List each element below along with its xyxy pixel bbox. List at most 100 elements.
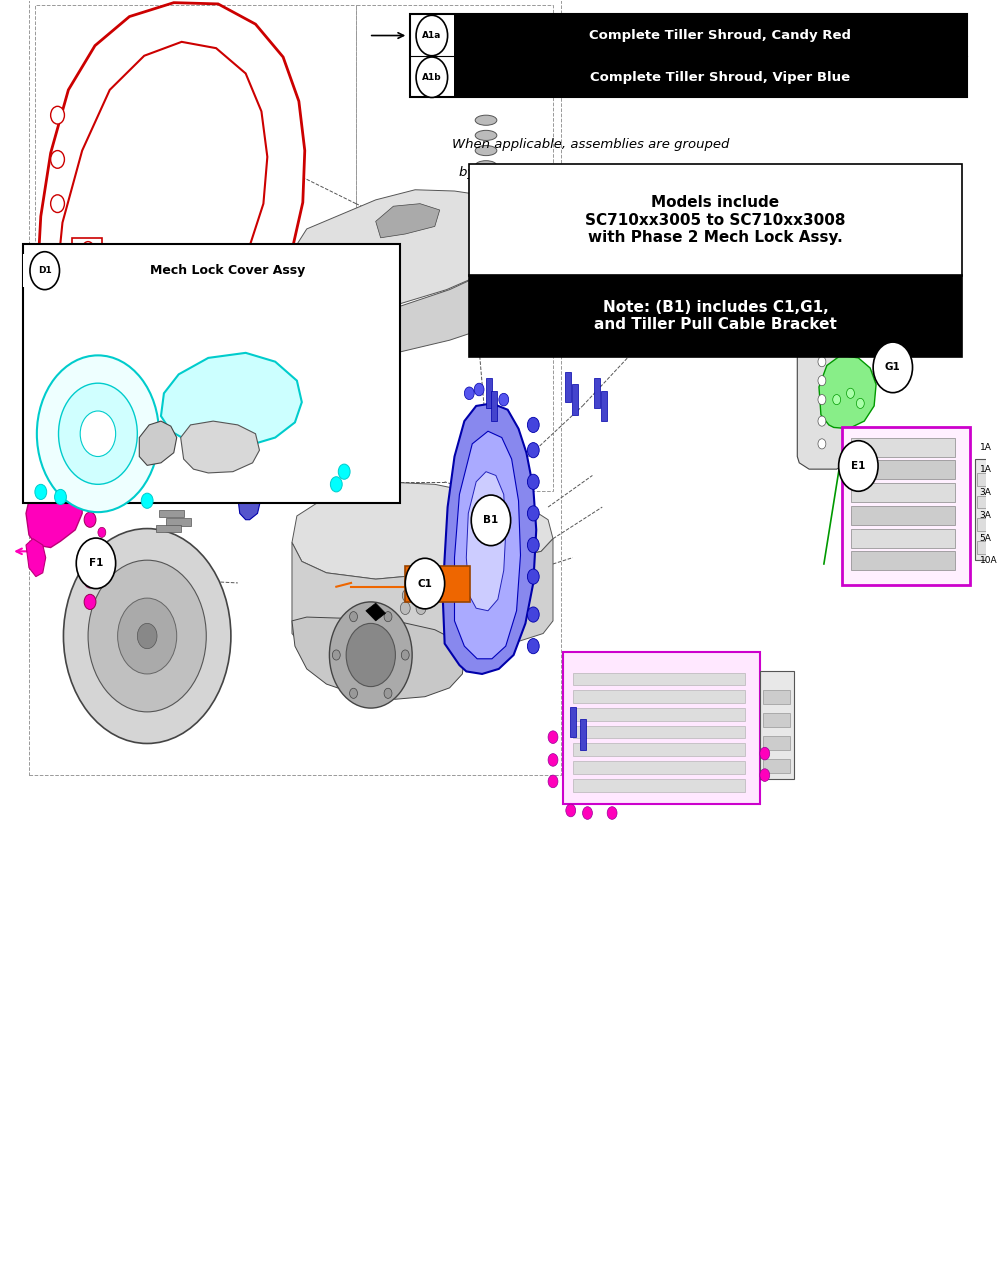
- Circle shape: [583, 807, 592, 820]
- FancyBboxPatch shape: [975, 459, 999, 560]
- Circle shape: [499, 393, 509, 405]
- FancyBboxPatch shape: [573, 691, 745, 703]
- Text: B1: B1: [483, 516, 499, 526]
- Circle shape: [59, 383, 137, 484]
- FancyBboxPatch shape: [159, 509, 184, 517]
- Polygon shape: [161, 352, 302, 446]
- Circle shape: [818, 341, 826, 350]
- FancyBboxPatch shape: [977, 495, 996, 508]
- Circle shape: [818, 356, 826, 366]
- Circle shape: [338, 464, 350, 479]
- Circle shape: [548, 731, 558, 744]
- Polygon shape: [26, 538, 46, 576]
- Text: Complete Tiller Shroud, Candy Red: Complete Tiller Shroud, Candy Red: [589, 29, 851, 42]
- Text: 1A: 1A: [980, 442, 991, 451]
- Polygon shape: [285, 190, 551, 331]
- Text: F1: F1: [89, 559, 103, 569]
- Circle shape: [51, 195, 64, 213]
- Ellipse shape: [475, 161, 497, 171]
- Circle shape: [527, 607, 539, 622]
- Polygon shape: [181, 421, 259, 473]
- FancyBboxPatch shape: [405, 566, 470, 602]
- FancyBboxPatch shape: [156, 525, 181, 532]
- Circle shape: [37, 355, 159, 512]
- Text: Note: (B1) includes C1,G1,
and Tiller Pull Cable Bracket: Note: (B1) includes C1,G1, and Tiller Pu…: [594, 300, 837, 332]
- FancyBboxPatch shape: [842, 427, 970, 585]
- Polygon shape: [292, 538, 553, 665]
- FancyBboxPatch shape: [851, 528, 955, 547]
- Circle shape: [760, 769, 770, 782]
- FancyBboxPatch shape: [573, 673, 745, 685]
- Text: When applicable, assemblies are grouped: When applicable, assemblies are grouped: [452, 138, 729, 151]
- FancyBboxPatch shape: [851, 437, 955, 456]
- FancyBboxPatch shape: [491, 390, 497, 421]
- FancyBboxPatch shape: [573, 708, 745, 721]
- Circle shape: [330, 476, 342, 492]
- Text: by color. All components with that color: by color. All components with that color: [459, 166, 722, 179]
- Circle shape: [402, 589, 412, 602]
- Text: Complete Tiller Shroud, Viper Blue: Complete Tiller Shroud, Viper Blue: [590, 71, 851, 84]
- Circle shape: [84, 547, 96, 563]
- FancyBboxPatch shape: [851, 460, 955, 479]
- FancyBboxPatch shape: [573, 779, 745, 792]
- Circle shape: [464, 386, 474, 399]
- Text: Mech Lock Cover Assy: Mech Lock Cover Assy: [150, 264, 306, 277]
- FancyBboxPatch shape: [410, 14, 967, 98]
- FancyBboxPatch shape: [572, 384, 578, 414]
- Circle shape: [118, 598, 177, 674]
- FancyBboxPatch shape: [573, 726, 745, 739]
- Circle shape: [405, 559, 445, 609]
- FancyBboxPatch shape: [23, 245, 400, 503]
- Circle shape: [607, 807, 617, 820]
- Circle shape: [527, 506, 539, 521]
- Text: Models include
SC710xx3005 to SC710xx3008
with Phase 2 Mech Lock Assy.: Models include SC710xx3005 to SC710xx300…: [585, 195, 846, 245]
- Circle shape: [527, 537, 539, 552]
- Circle shape: [384, 688, 392, 698]
- Circle shape: [30, 252, 60, 290]
- FancyBboxPatch shape: [486, 378, 492, 408]
- Polygon shape: [315, 321, 331, 497]
- Circle shape: [80, 411, 116, 456]
- Circle shape: [350, 612, 357, 622]
- Circle shape: [818, 375, 826, 385]
- Circle shape: [137, 623, 157, 649]
- FancyBboxPatch shape: [454, 14, 967, 56]
- FancyBboxPatch shape: [851, 551, 955, 570]
- Circle shape: [527, 569, 539, 584]
- Text: 3A: 3A: [980, 488, 991, 497]
- Circle shape: [332, 650, 340, 660]
- Circle shape: [63, 528, 231, 744]
- FancyBboxPatch shape: [573, 744, 745, 756]
- Polygon shape: [139, 421, 177, 465]
- Circle shape: [51, 151, 64, 169]
- Ellipse shape: [475, 176, 497, 186]
- FancyBboxPatch shape: [413, 574, 423, 594]
- FancyBboxPatch shape: [763, 759, 790, 773]
- Polygon shape: [443, 403, 536, 674]
- Circle shape: [527, 639, 539, 654]
- Circle shape: [35, 484, 47, 499]
- Circle shape: [818, 438, 826, 449]
- Text: are included in the assembly.: are included in the assembly.: [493, 194, 688, 207]
- Text: E1: E1: [851, 461, 866, 471]
- Polygon shape: [26, 471, 82, 547]
- FancyBboxPatch shape: [23, 255, 26, 288]
- FancyBboxPatch shape: [977, 473, 996, 485]
- Polygon shape: [292, 617, 464, 699]
- FancyBboxPatch shape: [601, 390, 607, 421]
- Circle shape: [878, 351, 888, 364]
- Circle shape: [51, 296, 64, 314]
- Circle shape: [346, 623, 395, 687]
- Ellipse shape: [475, 115, 497, 125]
- Circle shape: [873, 342, 913, 393]
- FancyBboxPatch shape: [563, 653, 760, 805]
- FancyBboxPatch shape: [570, 707, 576, 737]
- Circle shape: [84, 594, 96, 609]
- Circle shape: [760, 748, 770, 760]
- FancyBboxPatch shape: [580, 720, 586, 750]
- Circle shape: [55, 489, 66, 504]
- FancyBboxPatch shape: [573, 761, 745, 774]
- Circle shape: [400, 602, 410, 614]
- Circle shape: [98, 542, 106, 552]
- Circle shape: [818, 416, 826, 426]
